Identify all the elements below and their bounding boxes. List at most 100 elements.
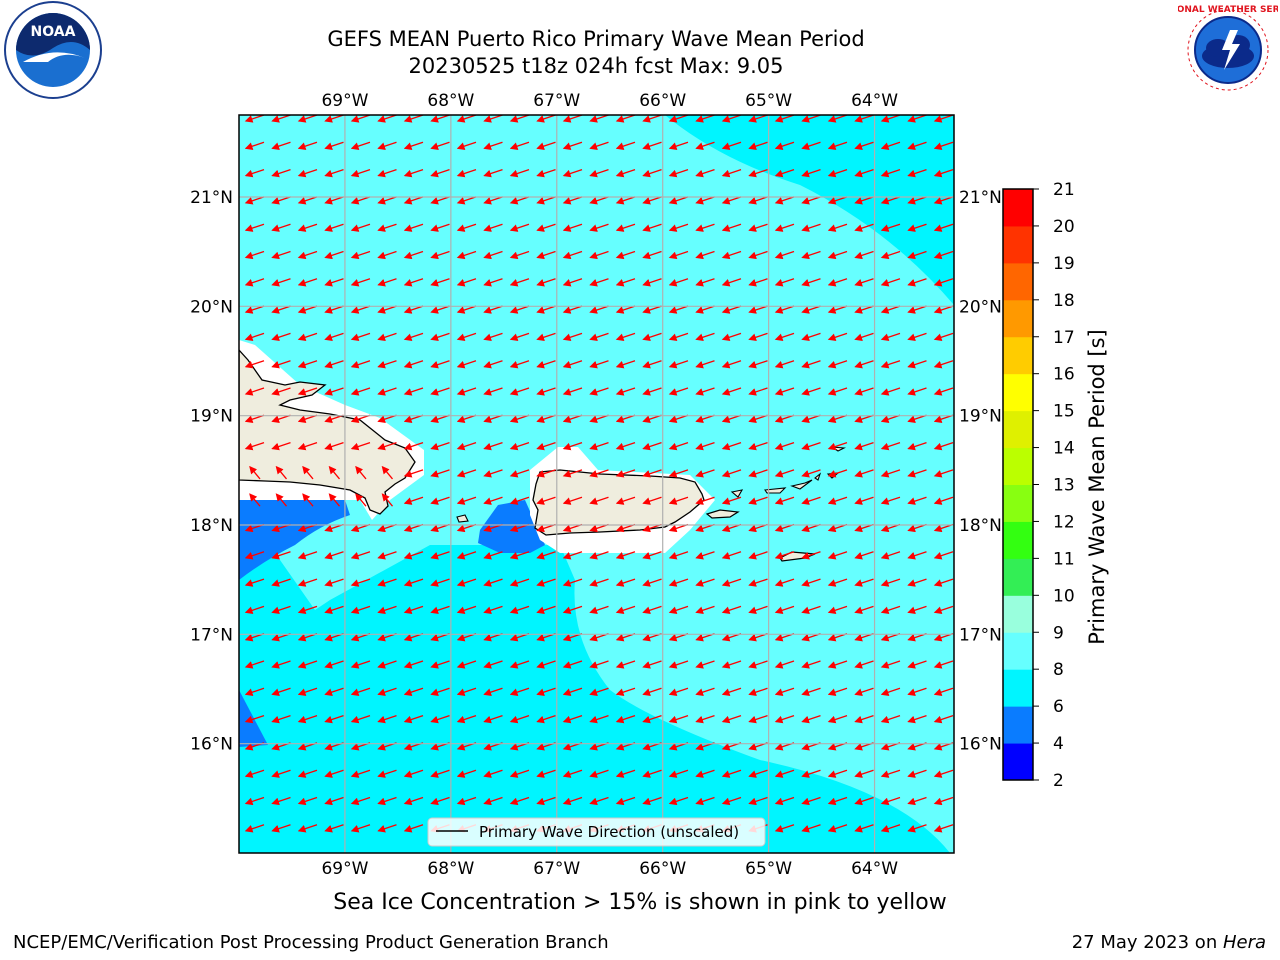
wave-arrow (244, 223, 265, 232)
lat-label-left: 16°N (190, 735, 233, 755)
lat-label-right: 21°N (959, 188, 1002, 208)
graticule (239, 115, 954, 853)
wave-arrow (536, 305, 556, 314)
wave-arrow (748, 332, 768, 342)
wave-arrow (721, 714, 742, 724)
wave-arrow (615, 551, 636, 560)
wave-arrow (589, 414, 609, 423)
wave-arrow (483, 115, 503, 123)
wave-arrow (456, 687, 477, 696)
wave-arrow (801, 769, 821, 778)
wave-arrow (430, 360, 450, 369)
wave-arrow (642, 796, 662, 806)
wave-arrow (615, 305, 636, 314)
wave-arrow (721, 769, 742, 778)
wave-arrow (562, 469, 583, 478)
lon-label-top: 66°W (639, 91, 686, 111)
wave-arrow (456, 714, 477, 724)
wave-arrow (695, 168, 715, 178)
nws-logo: NATIONAL WEATHER SERVICE (1178, 3, 1278, 97)
wave-arrow (403, 660, 424, 669)
wave-arrow (774, 332, 795, 342)
wave-arrow (324, 360, 344, 369)
wave-arrow (297, 551, 318, 560)
wave-arrow (774, 278, 795, 287)
wave-arrow (324, 441, 344, 451)
wave-arrow (244, 360, 265, 369)
wave-arrow (748, 360, 768, 369)
wave-arrow (324, 796, 344, 806)
wave-arrow (615, 414, 636, 423)
wave-arrow (933, 141, 954, 150)
wave-arrow (562, 660, 583, 669)
colorbar-tick-label: 6 (1053, 697, 1064, 717)
wave-arrow (774, 360, 795, 369)
wave-arrow (456, 360, 477, 369)
lon-label-top: 65°W (745, 91, 792, 111)
wave-arrow (880, 387, 901, 396)
wave-arrow (350, 332, 371, 342)
wave-arrow (483, 551, 503, 560)
wave-arrow (381, 493, 393, 507)
wave-arrow (748, 387, 768, 396)
wave-arrow (271, 578, 291, 587)
wave-arrow (642, 714, 662, 724)
wave-arrow (907, 605, 927, 615)
wave-arrow (615, 168, 636, 178)
wave-arrow (854, 387, 874, 396)
wave-arrow (403, 414, 424, 423)
wave-arrow (456, 660, 477, 669)
wave-arrow (933, 278, 954, 287)
wave-arrow (854, 660, 874, 669)
wave-arrow (589, 360, 609, 369)
wave-arrow (907, 223, 927, 232)
wave-arrow (430, 387, 450, 396)
footer-date-text: 27 May 2023 on (1071, 932, 1223, 953)
wave-arrow (880, 332, 901, 342)
wave-arrow (562, 305, 583, 314)
wave-arrow (774, 387, 795, 396)
wave-arrow (377, 278, 397, 287)
wave-arrow (271, 278, 291, 287)
wave-arrow (377, 551, 397, 560)
wave-arrow (907, 168, 927, 178)
wave-arrow (854, 687, 874, 696)
lat-label-right: 19°N (959, 407, 1002, 427)
wave-arrow (456, 441, 477, 451)
wave-arrow (933, 196, 954, 205)
wave-arrow (695, 769, 715, 778)
wave-arrow (324, 223, 344, 232)
wave-arrow (827, 796, 848, 806)
wave-arrow (668, 196, 689, 205)
wave-arrow (774, 250, 795, 260)
wave-arrow (324, 305, 344, 314)
wave-arrow (589, 578, 609, 587)
wave-arrow (403, 115, 424, 123)
wave-arrow (801, 714, 821, 724)
wave-arrow (774, 824, 795, 833)
wave-arrow (801, 687, 821, 696)
wave-arrow (430, 796, 450, 806)
lon-label-bottom: 65°W (745, 859, 792, 879)
wave-arrow (907, 551, 927, 560)
wave-arrow (350, 223, 371, 232)
wave-arrow (642, 469, 662, 478)
wave-arrow (827, 332, 848, 342)
wave-arrow (721, 387, 742, 396)
wave-arrow (456, 196, 477, 205)
wave-arrow (297, 168, 318, 178)
wave-arrow (668, 796, 689, 806)
wave-arrow (827, 769, 848, 778)
wave-arrow (695, 578, 715, 587)
latitude-labels-right: 21°N 20°N 19°N 18°N 17°N 16°N (959, 188, 1002, 755)
wave-arrow (403, 441, 424, 451)
wave-arrow (297, 796, 318, 806)
wave-arrow (483, 196, 503, 205)
wave-arrow (854, 196, 874, 205)
wave-arrow (774, 196, 795, 205)
wave-arrow (695, 414, 715, 423)
wave-arrow (509, 196, 530, 205)
wave-arrow (324, 687, 344, 696)
wave-arrow (668, 605, 689, 615)
wave-arrow (377, 360, 397, 369)
